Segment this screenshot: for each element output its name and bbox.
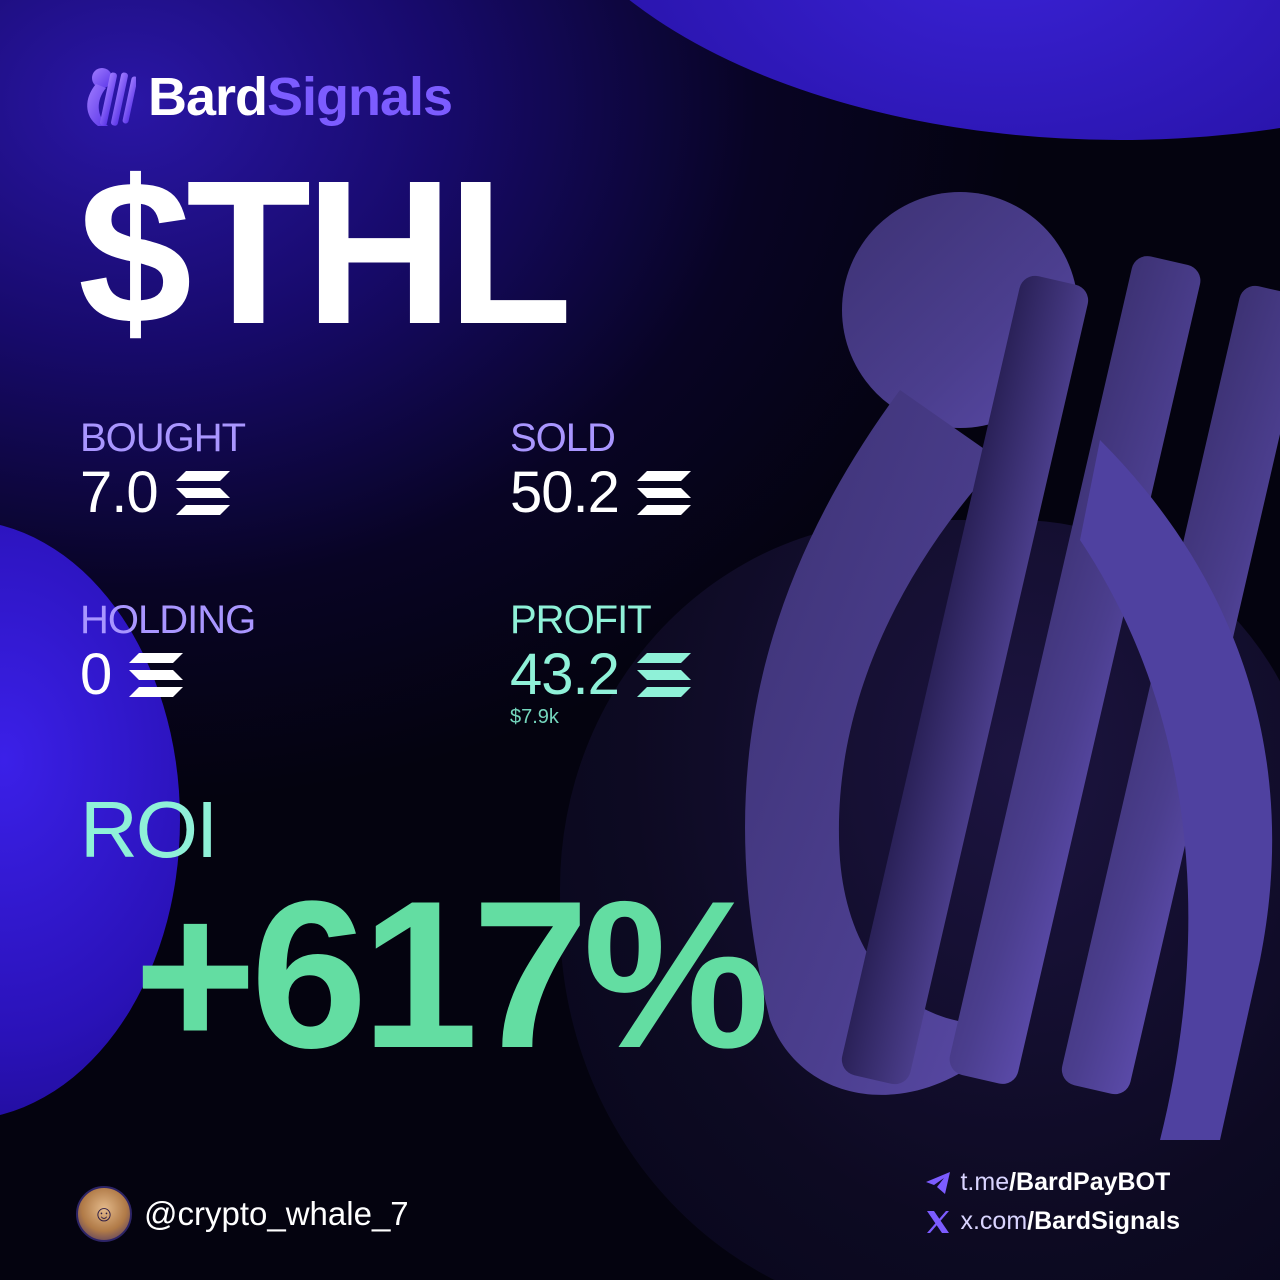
roi-value: +617% bbox=[134, 857, 770, 1092]
x-link-prefix: x.com bbox=[960, 1207, 1028, 1235]
x-link[interactable]: x.com/BardSignals bbox=[924, 1207, 1180, 1236]
stat-profit-label: PROFIT bbox=[510, 598, 652, 642]
harp-graphic bbox=[745, 192, 1280, 1140]
stat-profit-usd: $7.9k bbox=[510, 706, 559, 728]
solana-icon bbox=[129, 653, 184, 697]
stat-holding-value-row: 0 bbox=[80, 646, 255, 704]
stat-holding-label: HOLDING bbox=[80, 598, 256, 642]
telegram-link-path: /BardPayBOT bbox=[1009, 1168, 1171, 1196]
token-ticker: $THL bbox=[78, 138, 572, 367]
stat-profit-value: 43.2 bbox=[510, 642, 620, 707]
stat-bought-value: 7.0 bbox=[80, 460, 159, 525]
brand-logo: BardSignals bbox=[78, 62, 453, 132]
stat-bought-label: BOUGHT bbox=[80, 416, 246, 460]
stat-profit: PROFIT 43.2 $7.9k bbox=[510, 600, 691, 729]
telegram-icon bbox=[926, 1171, 951, 1194]
solana-icon bbox=[636, 471, 691, 515]
stat-holding-value: 0 bbox=[80, 642, 112, 707]
social-links: t.me/BardPayBOT x.com/BardSignals bbox=[924, 1168, 1180, 1236]
harp-logo-icon bbox=[87, 68, 136, 126]
user-handle-block: ☺ @crypto_whale_7 bbox=[76, 1186, 409, 1242]
stat-profit-value-row: 43.2 bbox=[510, 646, 691, 704]
stat-sold-label: SOLD bbox=[510, 416, 616, 460]
roi-label: ROI bbox=[80, 785, 218, 874]
avatar: ☺ bbox=[76, 1186, 132, 1242]
user-handle: @crypto_whale_7 bbox=[144, 1195, 409, 1232]
telegram-link-prefix: t.me bbox=[960, 1168, 1010, 1196]
brand-name-part1: Bard bbox=[148, 67, 268, 127]
solana-icon bbox=[636, 653, 691, 697]
telegram-link[interactable]: t.me/BardPayBOT bbox=[924, 1168, 1170, 1197]
x-link-path: /BardSignals bbox=[1027, 1207, 1180, 1235]
background-blob-top bbox=[520, 0, 1280, 140]
stat-sold: SOLD 50.2 bbox=[510, 418, 691, 522]
solana-icon bbox=[175, 471, 230, 515]
brand-name: BardSignals bbox=[148, 66, 453, 128]
brand-name-part2: Signals bbox=[267, 67, 453, 127]
stat-bought-value-row: 7.0 bbox=[80, 464, 245, 522]
stat-sold-value: 50.2 bbox=[510, 460, 620, 525]
stat-holding: HOLDING 0 bbox=[80, 598, 256, 704]
stat-sold-value-row: 50.2 bbox=[510, 464, 691, 522]
x-icon bbox=[927, 1210, 950, 1233]
stat-bought: BOUGHT 7.0 bbox=[80, 416, 246, 522]
